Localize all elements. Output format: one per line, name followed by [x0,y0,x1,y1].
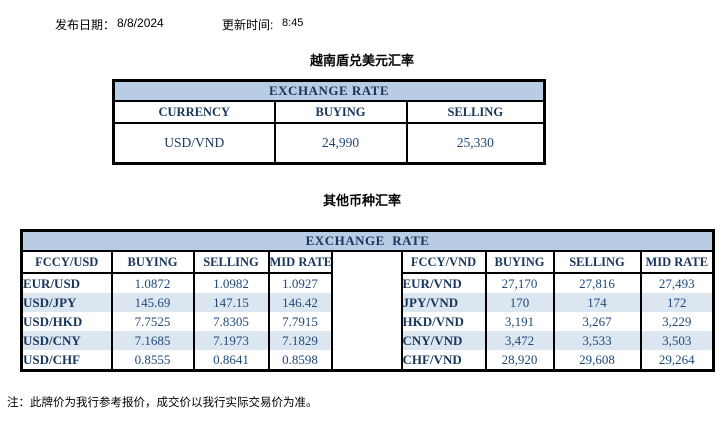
pair-cell: USD/JPY [20,293,113,312]
update-time-value: 8:45 [282,17,304,29]
header-row: FCCY/USD BUYING SELLING MID RATE FCCY/VN… [20,251,715,371]
banner-row: EXCHANGE RATE [20,230,715,252]
selling-cell: 0.8641 [192,350,270,371]
buying-cell: 170 [484,293,555,312]
mid-rate-cell: 3,503 [639,331,715,350]
selling-cell: 7.1973 [192,331,270,350]
pair-cell: HKD/VND [400,312,487,331]
update-time-label: 更新时间: [222,18,274,32]
column-header-mid-rate: MID RATE [267,251,333,274]
buying-cell: 7.7525 [110,312,195,331]
column-header-buying: BUYING [110,251,195,274]
mid-rate-cell: 7.1829 [267,331,333,350]
column-header-mid-rate: MID RATE [639,251,715,274]
column-header-currency: CURRENCY [112,101,276,124]
buying-cell: 145.69 [110,293,195,312]
table-row: USD/JPY 145.69 147.15 146.42 JPY/VND 170… [20,293,715,312]
spacer-cell [330,251,403,371]
selling-cell: 3,267 [552,312,642,331]
selling-cell: 29,608 [552,350,642,371]
currency-cell: USD/VND [112,123,276,164]
selling-cell: 25,330 [405,123,546,164]
column-header-selling: SELLING [192,251,270,274]
table-row: USD/HKD 7.7525 7.8305 7.7915 HKD/VND 3,1… [20,312,715,331]
table-row: EUR/USD 1.0872 1.0982 1.0927 EUR/VND 27,… [20,273,715,293]
selling-cell: 174 [552,293,642,312]
footnote: 注：此牌价为我行参考报价，成交价以我行实际交易价为准。 [7,397,318,409]
buying-cell: 24,990 [273,123,408,164]
mid-rate-cell: 146.42 [267,293,333,312]
buying-cell: 1.0872 [110,273,195,293]
selling-cell: 7.8305 [192,312,270,331]
pair-cell: USD/HKD [20,312,113,331]
table-row: USD/CHF 0.8555 0.8641 0.8598 CHF/VND 28,… [20,350,715,371]
pair-cell: EUR/USD [20,273,113,293]
column-header-fccy-usd: FCCY/USD [20,251,113,274]
column-header-buying: BUYING [484,251,555,274]
table-row: USD/CNY 7.1685 7.1973 7.1829 CNY/VND 3,4… [20,331,715,350]
buying-cell: 27,170 [484,273,555,293]
buying-cell: 3,191 [484,312,555,331]
publish-date-label: 发布日期： [55,18,116,32]
column-header-selling: SELLING [405,101,546,124]
other-rates-table: EXCHANGE RATE FCCY/USD BUYING SELLING MI… [20,229,716,372]
mid-rate-cell: 1.0927 [267,273,333,293]
mid-rate-cell: 3,229 [639,312,715,331]
pair-cell: CNY/VND [400,331,487,350]
buying-cell: 28,920 [484,350,555,371]
column-header-selling: SELLING [552,251,642,274]
mid-rate-cell: 29,264 [639,350,715,371]
banner-row: EXCHANGE RATE [112,80,546,102]
pair-cell: EUR/VND [400,273,487,293]
usd-vnd-section-title: 越南盾兑美元汇率 [309,53,414,68]
selling-cell: 27,816 [552,273,642,293]
buying-cell: 3,472 [484,331,555,350]
table-banner: EXCHANGE RATE [112,80,546,102]
mid-rate-cell: 7.7915 [267,312,333,331]
mid-rate-cell: 172 [639,293,715,312]
selling-cell: 147.15 [192,293,270,312]
pair-cell: USD/CNY [20,331,113,350]
buying-cell: 7.1685 [110,331,195,350]
table-banner: EXCHANGE RATE [20,230,715,252]
mid-rate-cell: 0.8598 [267,350,333,371]
pair-cell: JPY/VND [400,293,487,312]
pair-cell: USD/CHF [20,350,113,371]
column-header-fccy-vnd: FCCY/VND [400,251,487,274]
pair-cell: CHF/VND [400,350,487,371]
other-rates-section-title: 其他币种汇率 [322,193,401,208]
column-header-buying: BUYING [273,101,408,124]
header-row: CURRENCY BUYING SELLING [112,101,546,124]
buying-cell: 0.8555 [110,350,195,371]
selling-cell: 1.0982 [192,273,270,293]
table-row: USD/VND 24,990 25,330 [112,123,546,164]
mid-rate-cell: 27,493 [639,273,715,293]
usd-vnd-rate-table: EXCHANGE RATE CURRENCY BUYING SELLING US… [112,79,547,165]
publish-date-value: 8/8/2024 [117,16,164,30]
selling-cell: 3,533 [552,331,642,350]
